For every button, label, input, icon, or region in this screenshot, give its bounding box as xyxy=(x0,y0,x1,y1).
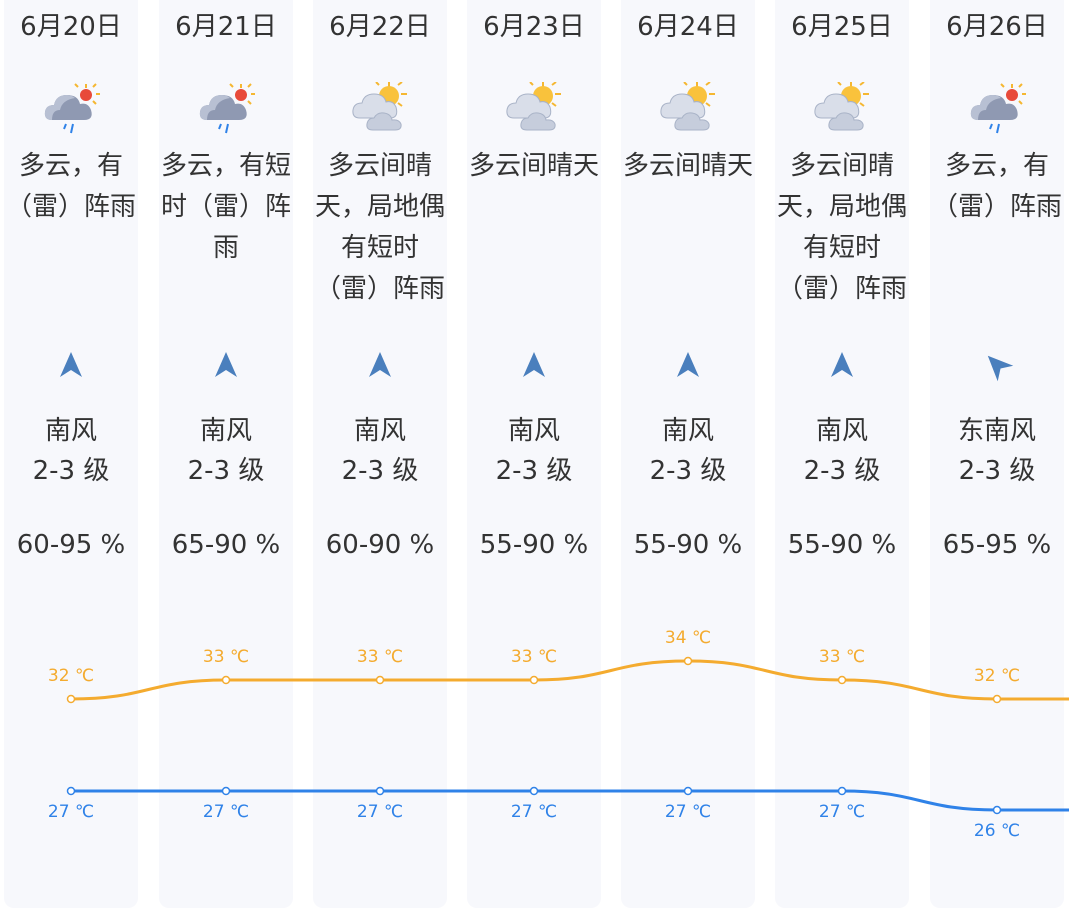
day-column: 6月26日 多云，有 （雷）阵雨 东南风 2-3 级 65-95 % xyxy=(930,0,1064,908)
wind-direction: 南风 xyxy=(661,416,714,446)
date-label: 6月20日 xyxy=(20,12,122,42)
humidity: 55-90 % xyxy=(479,530,589,560)
wind-info: 南风 2-3 级 xyxy=(4,411,138,491)
wind-direction-arrow-icon xyxy=(367,350,393,380)
wind-direction: 东南风 xyxy=(957,416,1036,446)
day-column: 6月23日 多云间晴天 南风 2-3 级 55-90 % xyxy=(467,0,601,908)
wind-info: 东南风 2-3 级 xyxy=(930,411,1064,491)
day-column: 6月21日 多云，有短 时（雷）阵雨 南风 2-3 级 65-90 % xyxy=(159,0,293,908)
weather-description: 多云，有 （雷）阵雨 xyxy=(5,151,136,222)
wind-info: 南风 2-3 级 xyxy=(621,411,755,491)
wind-info: 南风 2-3 级 xyxy=(467,411,601,491)
wind-level: 2-3 级 xyxy=(32,456,110,486)
cloud-rain-sun-icon xyxy=(197,82,255,136)
partly-cloudy-icon xyxy=(659,81,717,136)
date-label: 6月26日 xyxy=(946,12,1048,42)
wind-direction-arrow-icon xyxy=(829,350,855,380)
wind-direction-arrow-icon xyxy=(213,350,239,380)
humidity: 65-95 % xyxy=(942,530,1052,560)
humidity: 60-90 % xyxy=(325,530,435,560)
wind-direction: 南风 xyxy=(815,416,868,446)
day-column: 6月24日 多云间晴天 南风 2-3 级 55-90 % xyxy=(621,0,755,908)
wind-direction-arrow-icon xyxy=(675,350,701,380)
weather-description: 多云，有短 时（雷）阵雨 xyxy=(160,151,291,263)
date-label: 6月23日 xyxy=(483,12,585,42)
wind-direction-arrow-icon xyxy=(58,350,84,380)
day-column: 6月25日 多云间晴 天，局地偶 有短时 （雷）阵雨 南风 2-3 级 55-90 % xyxy=(775,0,909,908)
cloud-rain-sun-icon xyxy=(42,82,100,136)
weather-description: 多云间晴天 xyxy=(468,151,599,181)
wind-level: 2-3 级 xyxy=(187,456,265,486)
wind-direction-arrow-icon xyxy=(521,350,547,380)
partly-cloudy-icon xyxy=(351,81,409,136)
wind-level: 2-3 级 xyxy=(958,456,1036,486)
wind-level: 2-3 级 xyxy=(803,456,881,486)
wind-direction: 南风 xyxy=(507,416,560,446)
wind-direction: 南风 xyxy=(353,416,406,446)
wind-info: 南风 2-3 级 xyxy=(775,411,909,491)
wind-direction: 南风 xyxy=(44,416,97,446)
humidity: 55-90 % xyxy=(633,530,743,560)
date-label: 6月24日 xyxy=(637,12,739,42)
partly-cloudy-icon xyxy=(505,81,563,136)
humidity: 65-90 % xyxy=(171,530,281,560)
wind-info: 南风 2-3 级 xyxy=(313,411,447,491)
date-label: 6月21日 xyxy=(175,12,277,42)
cloud-rain-sun-icon xyxy=(968,82,1026,136)
wind-direction-arrow-icon xyxy=(984,350,1014,382)
partly-cloudy-icon xyxy=(813,81,871,136)
wind-info: 南风 2-3 级 xyxy=(159,411,293,491)
wind-level: 2-3 级 xyxy=(649,456,727,486)
date-label: 6月22日 xyxy=(329,12,431,42)
wind-direction: 南风 xyxy=(199,416,252,446)
humidity: 55-90 % xyxy=(787,530,897,560)
weather-description: 多云，有 （雷）阵雨 xyxy=(931,151,1062,222)
day-column: 6月20日 多云，有 （雷）阵雨 南风 2-3 级 60-95 % xyxy=(4,0,138,908)
wind-level: 2-3 级 xyxy=(495,456,573,486)
weather-description: 多云间晴 天，局地偶 有短时 （雷）阵雨 xyxy=(314,151,445,304)
day-column: 6月22日 多云间晴 天，局地偶 有短时 （雷）阵雨 南风 2-3 级 60-90 % xyxy=(313,0,447,908)
wind-level: 2-3 级 xyxy=(341,456,419,486)
weather-description: 多云间晴 天，局地偶 有短时 （雷）阵雨 xyxy=(776,151,907,304)
humidity: 60-95 % xyxy=(16,530,126,560)
date-label: 6月25日 xyxy=(791,12,893,42)
weather-description: 多云间晴天 xyxy=(622,151,753,181)
